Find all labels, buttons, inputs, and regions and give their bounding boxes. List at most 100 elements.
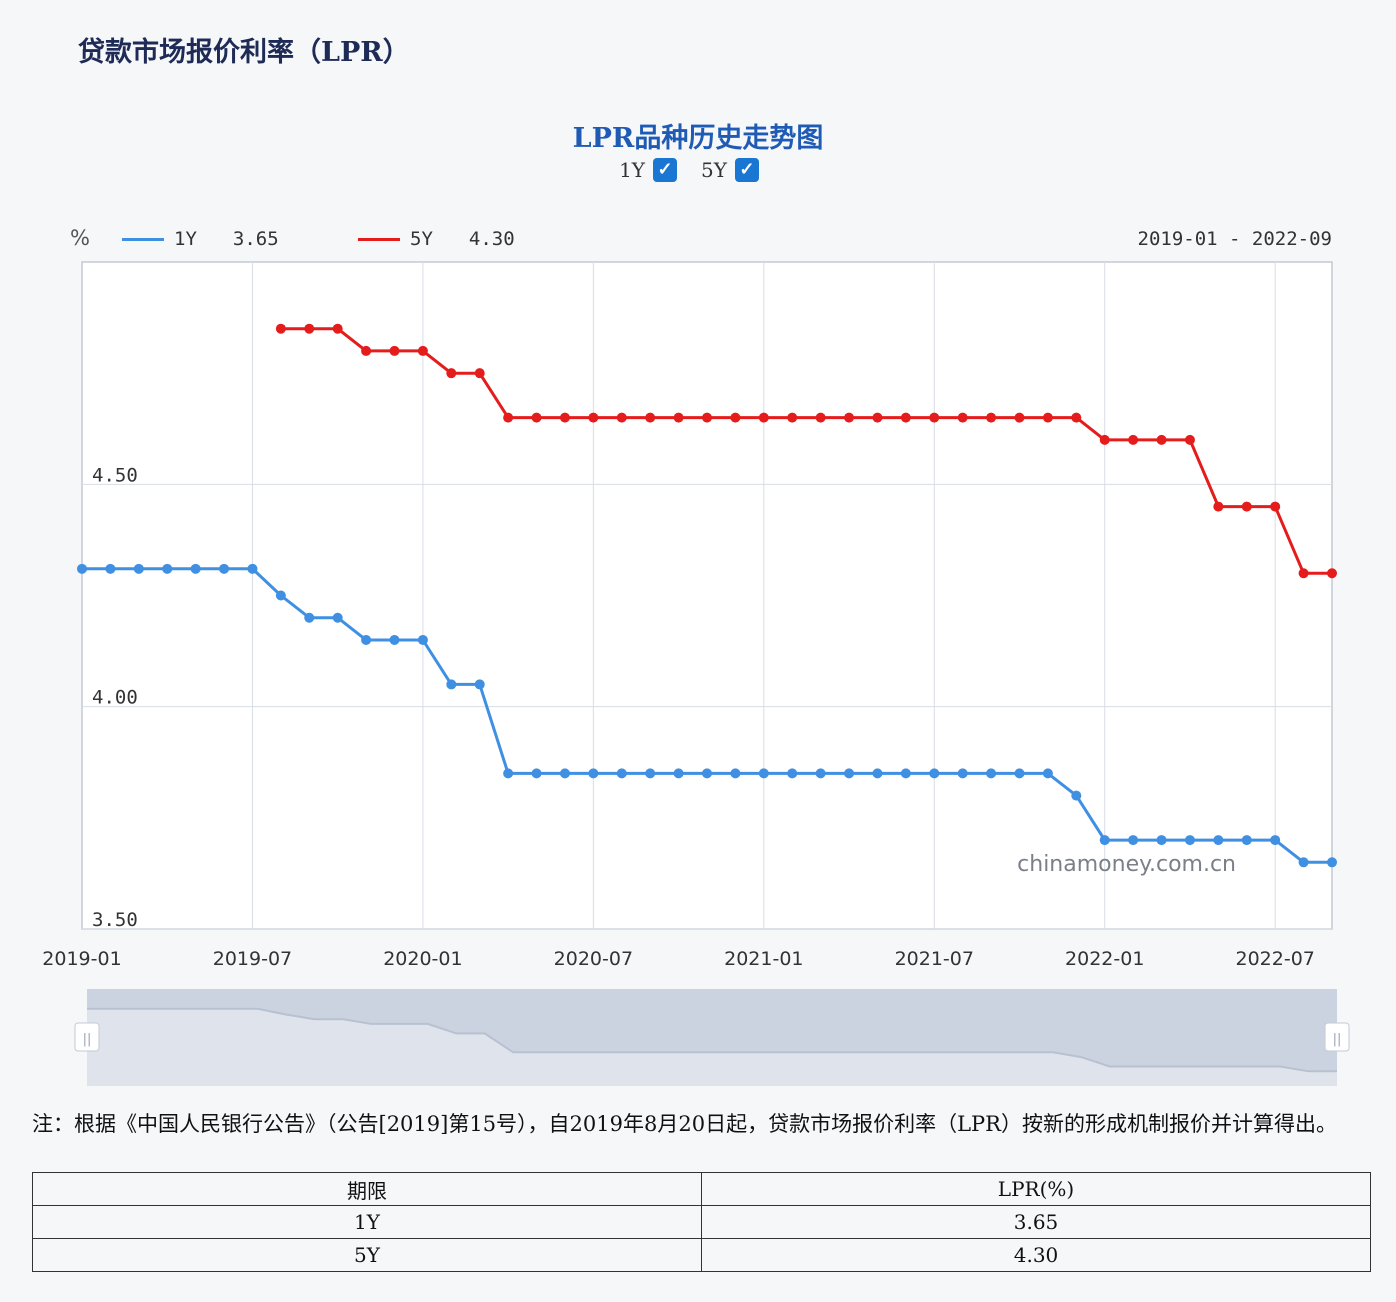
data-point-5y[interactable]	[900, 412, 911, 423]
y-tick-label: 4.50	[92, 464, 138, 486]
data-point-5y[interactable]	[872, 412, 883, 423]
data-point-1y[interactable]	[1213, 835, 1224, 846]
data-point-1y[interactable]	[1327, 857, 1337, 868]
data-point-1y[interactable]	[332, 612, 343, 623]
data-point-1y[interactable]	[474, 679, 485, 690]
data-point-1y[interactable]	[872, 768, 883, 779]
data-point-1y[interactable]	[105, 563, 116, 574]
data-point-1y[interactable]	[1270, 835, 1281, 846]
data-point-5y[interactable]	[503, 412, 514, 423]
data-point-5y[interactable]	[446, 368, 457, 379]
data-point-1y[interactable]	[1042, 768, 1053, 779]
data-point-1y[interactable]	[417, 634, 428, 645]
data-point-5y[interactable]	[417, 345, 428, 356]
data-point-5y[interactable]	[361, 345, 372, 356]
data-point-5y[interactable]	[1270, 501, 1281, 512]
data-point-1y[interactable]	[1071, 790, 1082, 801]
data-point-5y[interactable]	[844, 412, 855, 423]
data-point-1y[interactable]	[929, 768, 940, 779]
data-point-1y[interactable]	[1014, 768, 1025, 779]
data-point-5y[interactable]	[1213, 501, 1224, 512]
data-point-1y[interactable]	[844, 768, 855, 779]
data-point-1y[interactable]	[730, 768, 741, 779]
data-point-5y[interactable]	[1327, 568, 1337, 579]
data-point-5y[interactable]	[304, 323, 315, 334]
y-tick-label: 3.50	[92, 909, 138, 931]
data-point-5y[interactable]	[1014, 412, 1025, 423]
data-point-5y[interactable]	[332, 323, 343, 334]
data-point-5y[interactable]	[957, 412, 968, 423]
data-point-1y[interactable]	[133, 563, 144, 574]
data-point-1y[interactable]	[1128, 835, 1139, 846]
data-point-1y[interactable]	[787, 768, 798, 779]
data-point-5y[interactable]	[1071, 412, 1082, 423]
data-point-5y[interactable]	[787, 412, 798, 423]
data-point-1y[interactable]	[219, 563, 230, 574]
data-point-1y[interactable]	[77, 563, 87, 574]
data-point-5y[interactable]	[929, 412, 940, 423]
data-point-1y[interactable]	[1184, 835, 1195, 846]
data-point-1y[interactable]	[275, 590, 286, 601]
data-point-1y[interactable]	[531, 768, 542, 779]
data-point-1y[interactable]	[361, 634, 372, 645]
data-point-5y[interactable]	[1184, 434, 1195, 445]
data-point-1y[interactable]	[304, 612, 315, 623]
data-point-1y[interactable]	[588, 768, 599, 779]
data-point-5y[interactable]	[1042, 412, 1053, 423]
data-point-5y[interactable]	[815, 412, 826, 423]
table-header-rate: LPR(%)	[701, 1172, 1371, 1206]
data-point-5y[interactable]	[758, 412, 769, 423]
data-point-1y[interactable]	[1241, 835, 1252, 846]
data-point-5y[interactable]	[474, 368, 485, 379]
data-point-1y[interactable]	[815, 768, 826, 779]
data-point-1y[interactable]	[702, 768, 712, 779]
data-point-5y[interactable]	[616, 412, 627, 423]
data-point-1y[interactable]	[900, 768, 911, 779]
chart-grid	[81, 261, 1333, 930]
data-point-5y[interactable]	[645, 412, 656, 423]
data-point-5y[interactable]	[1298, 568, 1309, 579]
data-point-5y[interactable]	[1128, 434, 1139, 445]
data-point-1y[interactable]	[645, 768, 656, 779]
data-point-1y[interactable]	[190, 563, 201, 574]
data-point-1y[interactable]	[957, 768, 968, 779]
data-point-5y[interactable]	[531, 412, 542, 423]
data-point-1y[interactable]	[389, 634, 400, 645]
data-point-5y[interactable]	[389, 345, 400, 356]
data-point-1y[interactable]	[986, 768, 997, 779]
toggle-1y-checkbox[interactable]: ✓	[653, 158, 677, 182]
data-point-5y[interactable]	[1099, 434, 1110, 445]
data-point-5y[interactable]	[559, 412, 570, 423]
legend-item-1y[interactable]: 1Y 3.65	[122, 228, 279, 250]
data-point-1y[interactable]	[247, 563, 258, 574]
zoom-handle-left[interactable]: ||	[74, 1022, 100, 1052]
data-point-1y[interactable]	[1156, 835, 1167, 846]
data-point-5y[interactable]	[275, 323, 286, 334]
data-point-1y[interactable]	[503, 768, 514, 779]
data-point-1y[interactable]	[559, 768, 570, 779]
data-point-1y[interactable]	[616, 768, 627, 779]
data-point-5y[interactable]	[588, 412, 599, 423]
data-point-1y[interactable]	[1298, 857, 1309, 868]
data-point-5y[interactable]	[1241, 501, 1252, 512]
toggle-5y-checkbox[interactable]: ✓	[734, 158, 759, 182]
data-point-1y[interactable]	[673, 768, 684, 779]
data-point-1y[interactable]	[1099, 835, 1110, 846]
data-point-1y[interactable]	[758, 768, 769, 779]
data-point-5y[interactable]	[1156, 434, 1167, 445]
toggle-1y[interactable]: 1Y ✓	[619, 158, 677, 182]
data-point-1y[interactable]	[446, 679, 457, 690]
data-point-5y[interactable]	[730, 412, 741, 423]
data-point-1y[interactable]	[162, 563, 173, 574]
data-point-5y[interactable]	[702, 412, 712, 423]
data-point-5y[interactable]	[673, 412, 684, 423]
y-tick-label: 4.00	[92, 687, 138, 709]
data-point-5y[interactable]	[986, 412, 997, 423]
lpr-table: 期限 LPR(%) 1Y 3.65 5Y 4.30	[32, 1172, 1371, 1272]
legend-item-5y[interactable]: 5Y 4.30	[358, 228, 515, 250]
data-zoom-slider[interactable]: || ||	[74, 989, 1350, 1086]
toggle-1y-label: 1Y	[619, 158, 645, 182]
chart-title: LPR品种历史走势图	[572, 123, 824, 154]
toggle-5y[interactable]: 5Y ✓	[701, 158, 759, 182]
zoom-handle-right[interactable]: ||	[1324, 1022, 1350, 1052]
